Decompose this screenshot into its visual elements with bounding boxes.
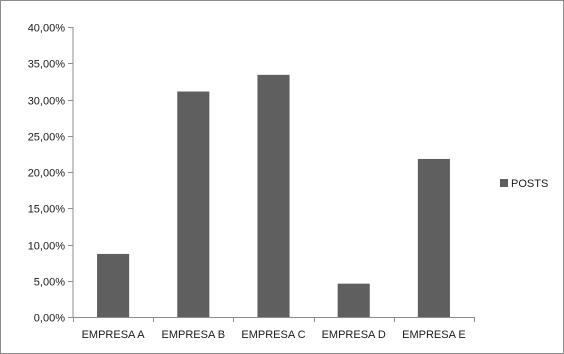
y-tick-label: 10,00% xyxy=(28,241,66,253)
y-tick-label: 25,00% xyxy=(28,132,66,144)
bar-empresa-a xyxy=(97,253,130,317)
y-tick-label: 15,00% xyxy=(28,204,66,216)
x-tick-label: EMPRESA D xyxy=(322,329,386,341)
y-tick-label: 40,00% xyxy=(28,23,66,35)
y-axis: 0,00% 5,00% 10,00% 15,00% 20,00% 25,00% 30,00%… xyxy=(28,23,74,325)
legend-label-posts: POSTS xyxy=(511,178,548,190)
category-labels: EMPRESA A EMPRESA B EMPRESA C EMPRESA D EMPR… xyxy=(82,329,466,341)
legend: POSTS xyxy=(500,178,548,190)
bar-empresa-d xyxy=(337,283,370,317)
y-tick-label: 20,00% xyxy=(28,168,66,180)
legend-swatch-posts xyxy=(500,179,508,187)
x-axis xyxy=(73,317,475,322)
y-tick-label: 30,00% xyxy=(28,96,66,108)
x-tick-label: EMPRESA E xyxy=(402,329,466,341)
y-tick-label: 5,00% xyxy=(34,277,65,289)
x-tick-label: EMPRESA A xyxy=(82,329,146,341)
y-tick-label: 35,00% xyxy=(28,59,66,71)
y-tick-label: 0,00% xyxy=(34,313,65,325)
bars-group xyxy=(97,74,450,318)
bar-empresa-c xyxy=(257,74,290,317)
bar-empresa-e xyxy=(417,158,450,317)
bar-empresa-b xyxy=(177,91,210,318)
x-tick-label: EMPRESA C xyxy=(241,329,305,341)
x-tick-label: EMPRESA B xyxy=(162,329,226,341)
